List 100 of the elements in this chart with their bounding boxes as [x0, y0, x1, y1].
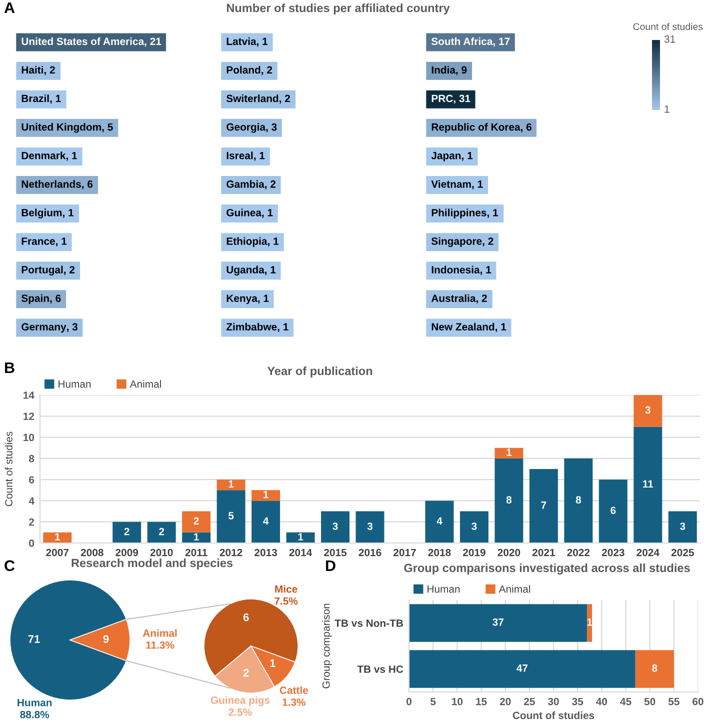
bar — [147, 522, 176, 543]
data-label: 6 — [243, 613, 249, 622]
x-tick-label: 2011 — [185, 548, 208, 556]
category-label: Zimbabwe — [226, 322, 277, 331]
x-axis-title: Count of studies — [512, 711, 594, 720]
data-label: 1 — [194, 533, 199, 540]
data-label: , 2 — [64, 266, 75, 275]
data-label: , 1 — [56, 238, 67, 246]
category-label: Portugal — [22, 266, 63, 276]
data-label: , 1 — [472, 180, 483, 190]
x-tick-label: 2020 — [498, 548, 520, 556]
y-axis-title: Group comparison — [322, 604, 332, 688]
data-label: 1 — [506, 448, 512, 456]
x-tick-label: 2013 — [254, 548, 277, 556]
data-label: 2 — [243, 668, 249, 677]
data-label: , 6 — [50, 294, 61, 304]
data-label: 37 — [492, 618, 504, 626]
data-label: , 2 — [482, 238, 494, 246]
data-label: 71 — [28, 635, 40, 643]
data-label: , 9 — [456, 66, 467, 76]
data-label: 4 — [436, 517, 442, 525]
x-tick-label: 2012 — [220, 548, 242, 556]
category-label: Germany — [22, 323, 66, 333]
data-label: 5 — [228, 512, 234, 520]
category-label: Denmark — [22, 152, 66, 160]
data-label: , 2 — [262, 66, 272, 76]
category-label: New Zealand — [432, 322, 494, 331]
y-tick-label: TB vs Non-TB — [334, 620, 403, 627]
data-label: , 1 — [62, 209, 74, 218]
bar — [252, 500, 280, 543]
data-label: , 1 — [487, 209, 498, 218]
slice-label: Human 88.8% — [18, 699, 52, 718]
x-tick-label: 25 — [524, 698, 535, 706]
y-tick-label: 12 — [24, 412, 34, 420]
x-tick-label: 20 — [500, 698, 511, 706]
legend-label: Human — [58, 380, 91, 388]
data-label: , 1 — [258, 294, 269, 304]
data-label: 1 — [264, 490, 268, 498]
data-label: , 1 — [66, 152, 78, 161]
data-label: , 21 — [144, 38, 162, 47]
category-label: Australia — [431, 294, 476, 302]
data-label: , 1 — [480, 266, 492, 275]
bar — [564, 458, 593, 543]
category-label: Japan — [431, 152, 461, 162]
bar — [216, 480, 246, 490]
data-label: , 17 — [493, 38, 510, 47]
data-label: 1 — [298, 533, 304, 540]
bar — [216, 490, 246, 543]
data-label: , 2 — [44, 66, 55, 76]
x-tick-label: 50 — [644, 698, 656, 706]
data-label: 3 — [472, 522, 477, 530]
data-label: 1 — [55, 533, 60, 540]
category-label: United States of America — [22, 37, 144, 46]
x-tick-label: 2022 — [567, 548, 590, 556]
data-label: , 1 — [278, 323, 288, 332]
data-label: 8 — [506, 496, 512, 504]
text: B — [5, 362, 14, 373]
data-label: , 1 — [50, 94, 61, 104]
text: D — [326, 560, 336, 571]
category-label: Haiti — [22, 66, 43, 74]
data-label: 3 — [367, 522, 373, 530]
x-tick-label: 2008 — [80, 548, 104, 556]
slice-label: Guinea pigs 2.5% — [210, 696, 270, 716]
data-label: , 3 — [67, 323, 78, 332]
data-label: 3 — [645, 406, 650, 414]
y-tick-label: 8 — [28, 454, 34, 462]
data-label: 8 — [652, 664, 658, 672]
y-tick-label: TB vs HC — [357, 666, 404, 673]
data-label: 1 — [228, 480, 234, 488]
x-tick-label: 2025 — [671, 548, 694, 556]
bar — [425, 500, 454, 543]
category-label: Switerland — [226, 94, 278, 102]
category-label: India — [432, 66, 456, 74]
x-tick-label: 55 — [668, 698, 680, 706]
category-label: Isreal — [226, 152, 253, 160]
bar — [668, 511, 697, 543]
bar — [494, 448, 524, 458]
chart-title: Year of publication — [267, 366, 372, 378]
category-label: Ethiopia — [226, 237, 268, 247]
y-tick-label: 14 — [24, 392, 34, 399]
category-label: Spain — [21, 294, 49, 304]
category-label: Latvia — [226, 37, 256, 46]
category-label: Georgia — [226, 123, 266, 133]
legend-label: Human — [428, 585, 460, 593]
x-tick-label: 2018 — [428, 548, 451, 556]
category-label: Philippines — [432, 208, 486, 218]
data-label: , 1 — [262, 209, 273, 218]
data-label: , 1 — [268, 238, 279, 246]
slice-label: Cattle 1.3% — [280, 686, 308, 706]
category-label: Guinea — [226, 208, 262, 216]
category-label: France — [22, 238, 55, 245]
data-label: , 2 — [265, 180, 276, 190]
x-tick-label: 0 — [406, 698, 412, 706]
text: A — [4, 2, 15, 13]
bar — [252, 490, 280, 501]
data-label: 1 — [270, 659, 276, 667]
category-label: Kenya — [226, 294, 258, 304]
text: Number of studies per affiliated country — [226, 4, 450, 14]
data-label: 2 — [124, 528, 130, 536]
data-label: , 1 — [496, 323, 506, 332]
